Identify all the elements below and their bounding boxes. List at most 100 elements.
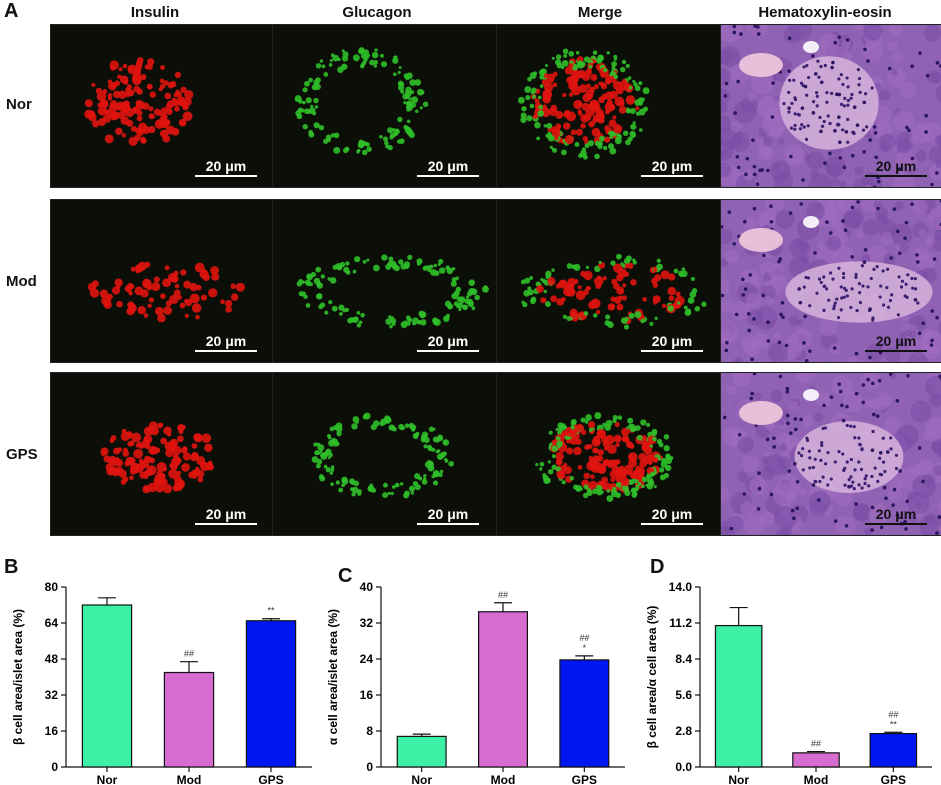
scale-bar-line: [417, 350, 479, 352]
scale-bar-line: [417, 175, 479, 177]
scale-bar-label: 20 μm: [875, 158, 917, 174]
scale-bar-label: 20 μm: [427, 506, 469, 522]
panel-letter-d: D: [650, 556, 665, 578]
bar-gps: [869, 732, 918, 768]
micrograph-gps-he: 20 μm: [720, 372, 941, 536]
scale-bar-label: 20 μm: [875, 333, 917, 349]
significance-mark: ##: [184, 649, 194, 659]
micrograph-gps-insulin: 20 μm: [50, 372, 278, 536]
y-tick-label: 80: [45, 580, 59, 594]
bar-nor: [714, 624, 763, 768]
scale-bar-line: [641, 523, 703, 525]
y-tick-label: 32: [45, 688, 59, 702]
significance-mark: ##: [498, 590, 508, 600]
scale-bar: 20 μm: [417, 333, 479, 352]
scale-bar: 20 μm: [417, 506, 479, 525]
y-tick-label: 40: [360, 580, 374, 594]
y-tick-label: 0: [51, 760, 58, 774]
bar-nor: [81, 604, 133, 768]
chart-beta-alpha: 0.0 2.8 5.6 8.4 11.2 14.0 β cell area/α cell a…: [645, 580, 932, 785]
significance-mark: ##: [579, 633, 589, 643]
scale-bar-label: 20 μm: [651, 506, 693, 522]
x-tick-label: Mod: [177, 773, 202, 785]
y-tick-label: 16: [360, 688, 374, 702]
column-header-merge: Merge: [577, 4, 623, 21]
scale-bar: 20 μm: [641, 506, 703, 525]
x-tick-label: Nor: [97, 773, 118, 785]
micrograph-gps-merge: 20 μm: [496, 372, 724, 536]
x-tick-label: GPS: [572, 773, 597, 785]
significance-mark: ##: [888, 709, 898, 719]
column-header-he: Hematoxylin-eosin: [758, 4, 892, 21]
chart-alpha-islet: 0 8 16 24 32 40 α cell area/islet area (%) Nor #…: [326, 580, 625, 785]
scale-bar: 20 μm: [865, 506, 927, 525]
micrograph-nor-merge: 20 μm: [496, 24, 724, 188]
row-header-nor: Nor: [6, 96, 32, 113]
scale-bar: 20 μm: [865, 333, 927, 352]
significance-mark: **: [890, 719, 898, 729]
y-tick-label: 16: [45, 724, 59, 738]
scale-bar: 20 μm: [865, 158, 927, 177]
row-header-mod: Mod: [6, 273, 37, 290]
scale-bar-line: [195, 175, 257, 177]
scale-bar-line: [865, 350, 927, 352]
y-tick-label: 0: [366, 760, 373, 774]
scale-bar-label: 20 μm: [651, 158, 693, 174]
y-tick-label: 24: [360, 652, 374, 666]
y-tick-label: 5.6: [675, 688, 692, 702]
y-tick-label: 32: [360, 616, 374, 630]
chart-beta-islet: 0 16 32 48 64 80 β cell area/islet area (%) Nor…: [11, 580, 312, 785]
x-tick-label: Nor: [411, 773, 432, 785]
scale-bar-line: [641, 350, 703, 352]
y-axis-label: α cell area/islet area (%): [326, 609, 340, 745]
column-header-glucagon: Glucagon: [342, 4, 412, 21]
scale-bar: 20 μm: [195, 158, 257, 177]
significance-mark: *: [583, 643, 587, 653]
y-axis-label: β cell area/islet area (%): [11, 609, 25, 745]
scale-bar-label: 20 μm: [427, 158, 469, 174]
y-tick-label: 8: [366, 724, 373, 738]
scale-bar-line: [865, 523, 927, 525]
scale-bar-label: 20 μm: [205, 158, 247, 174]
y-tick-label: 14.0: [669, 580, 693, 594]
x-tick-label: Nor: [728, 773, 749, 785]
micrograph-mod-insulin: 20 μm: [50, 199, 278, 363]
x-tick-label: GPS: [258, 773, 283, 785]
micrograph-nor-glucagon: 20 μm: [272, 24, 500, 188]
scale-bar-line: [195, 523, 257, 525]
scale-bar-label: 20 μm: [427, 333, 469, 349]
scale-bar: 20 μm: [195, 333, 257, 352]
x-tick-label: GPS: [881, 773, 906, 785]
row-header-gps: GPS: [6, 446, 38, 463]
y-axis-label: β cell area/α cell area (%): [645, 606, 659, 749]
panel-letter-b: B: [4, 556, 19, 578]
scale-bar-line: [865, 175, 927, 177]
panel-letter-c: C: [338, 565, 353, 587]
bar-gps: [245, 620, 297, 768]
y-tick-label: 8.4: [675, 652, 692, 666]
scale-bar-line: [641, 175, 703, 177]
column-header-insulin: Insulin: [130, 4, 180, 21]
significance-mark: ##: [811, 739, 821, 749]
scale-bar-label: 20 μm: [205, 506, 247, 522]
bar-nor: [396, 735, 447, 768]
y-tick-label: 11.2: [669, 616, 692, 630]
y-tick-label: 48: [45, 652, 59, 666]
micrograph-nor-he: 20 μm: [720, 24, 941, 188]
bar-mod: [792, 752, 840, 768]
significance-mark: **: [267, 606, 275, 616]
scale-bar-label: 20 μm: [205, 333, 247, 349]
micrograph-nor-insulin: 20 μm: [50, 24, 278, 188]
micrograph-mod-merge: 20 μm: [496, 199, 724, 363]
scale-bar-line: [417, 523, 479, 525]
bar-mod: [478, 611, 529, 768]
scale-bar-label: 20 μm: [651, 333, 693, 349]
y-tick-label: 2.8: [675, 724, 692, 738]
x-tick-label: Mod: [491, 773, 516, 785]
bar-mod: [163, 671, 215, 768]
scale-bar: 20 μm: [417, 158, 479, 177]
y-tick-label: 64: [45, 616, 59, 630]
micrograph-mod-he: 20 μm: [720, 199, 941, 363]
scale-bar: 20 μm: [195, 506, 257, 525]
scale-bar: 20 μm: [641, 333, 703, 352]
